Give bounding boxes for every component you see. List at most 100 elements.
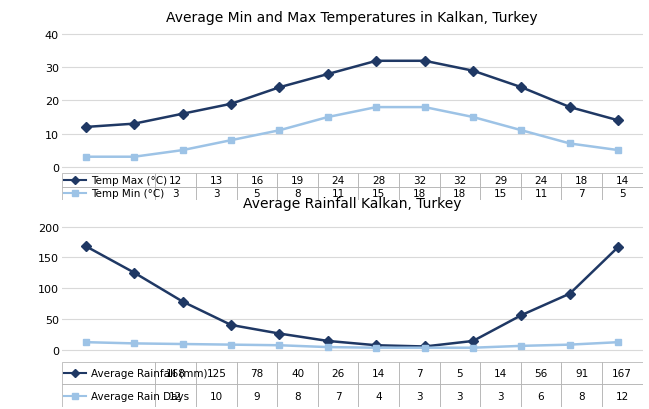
FancyBboxPatch shape <box>439 174 480 187</box>
Text: 6: 6 <box>538 391 545 401</box>
Text: 4: 4 <box>375 391 382 401</box>
FancyBboxPatch shape <box>520 187 561 200</box>
FancyBboxPatch shape <box>520 174 561 187</box>
Text: 12: 12 <box>169 175 182 185</box>
Text: 26: 26 <box>332 368 345 378</box>
Text: 78: 78 <box>251 368 263 378</box>
FancyBboxPatch shape <box>399 384 439 407</box>
Text: 18: 18 <box>575 175 588 185</box>
FancyBboxPatch shape <box>602 174 643 187</box>
Text: 125: 125 <box>206 368 227 378</box>
FancyBboxPatch shape <box>237 384 277 407</box>
FancyBboxPatch shape <box>480 174 520 187</box>
FancyBboxPatch shape <box>318 187 358 200</box>
FancyBboxPatch shape <box>439 384 480 407</box>
FancyBboxPatch shape <box>237 187 277 200</box>
Text: 14: 14 <box>616 175 629 185</box>
FancyBboxPatch shape <box>62 362 156 384</box>
Text: 18: 18 <box>413 189 426 199</box>
Text: 3: 3 <box>416 391 422 401</box>
FancyBboxPatch shape <box>196 362 237 384</box>
Title: Average Min and Max Temperatures in Kalkan, Turkey: Average Min and Max Temperatures in Kalk… <box>166 11 538 25</box>
FancyBboxPatch shape <box>237 174 277 187</box>
FancyBboxPatch shape <box>561 187 602 200</box>
Text: 14: 14 <box>494 368 507 378</box>
Text: 3: 3 <box>213 189 219 199</box>
FancyBboxPatch shape <box>480 362 520 384</box>
Text: 12: 12 <box>616 391 629 401</box>
FancyBboxPatch shape <box>561 384 602 407</box>
Text: Temp Min (°C): Temp Min (°C) <box>91 189 164 199</box>
FancyBboxPatch shape <box>520 362 561 384</box>
FancyBboxPatch shape <box>156 174 196 187</box>
Text: 32: 32 <box>453 175 467 185</box>
FancyBboxPatch shape <box>602 384 643 407</box>
FancyBboxPatch shape <box>358 384 399 407</box>
FancyBboxPatch shape <box>277 174 318 187</box>
FancyBboxPatch shape <box>196 174 237 187</box>
Text: 24: 24 <box>534 175 548 185</box>
Text: 29: 29 <box>494 175 507 185</box>
Text: Average Rain Days: Average Rain Days <box>91 391 189 401</box>
FancyBboxPatch shape <box>156 384 196 407</box>
Text: 3: 3 <box>456 391 463 401</box>
FancyBboxPatch shape <box>237 362 277 384</box>
Text: 32: 32 <box>413 175 426 185</box>
Text: 24: 24 <box>332 175 345 185</box>
Text: 7: 7 <box>335 391 341 401</box>
Text: 28: 28 <box>372 175 386 185</box>
FancyBboxPatch shape <box>358 174 399 187</box>
FancyBboxPatch shape <box>602 362 643 384</box>
FancyBboxPatch shape <box>196 384 237 407</box>
Text: 7: 7 <box>416 368 422 378</box>
FancyBboxPatch shape <box>196 187 237 200</box>
Text: 14: 14 <box>372 368 386 378</box>
Text: 8: 8 <box>294 189 301 199</box>
Text: 40: 40 <box>291 368 304 378</box>
Text: Average Rainfall Kalkan, Turkey: Average Rainfall Kalkan, Turkey <box>243 197 461 211</box>
Text: 8: 8 <box>294 391 301 401</box>
Text: 18: 18 <box>453 189 467 199</box>
FancyBboxPatch shape <box>358 187 399 200</box>
FancyBboxPatch shape <box>520 384 561 407</box>
FancyBboxPatch shape <box>439 187 480 200</box>
Text: 11: 11 <box>332 189 345 199</box>
Text: 168: 168 <box>166 368 186 378</box>
FancyBboxPatch shape <box>399 362 439 384</box>
FancyBboxPatch shape <box>480 384 520 407</box>
Text: 11: 11 <box>534 189 548 199</box>
FancyBboxPatch shape <box>318 362 358 384</box>
FancyBboxPatch shape <box>399 187 439 200</box>
Text: 10: 10 <box>210 391 223 401</box>
FancyBboxPatch shape <box>439 362 480 384</box>
FancyBboxPatch shape <box>561 174 602 187</box>
FancyBboxPatch shape <box>277 362 318 384</box>
Text: 19: 19 <box>291 175 304 185</box>
Text: 3: 3 <box>173 189 179 199</box>
FancyBboxPatch shape <box>62 187 156 200</box>
Text: 12: 12 <box>169 391 182 401</box>
Text: 91: 91 <box>575 368 588 378</box>
Text: 5: 5 <box>456 368 463 378</box>
Text: 8: 8 <box>578 391 585 401</box>
Text: 5: 5 <box>254 189 260 199</box>
Text: Average Rainfall (mm): Average Rainfall (mm) <box>91 368 207 378</box>
Text: Temp Max (°C): Temp Max (°C) <box>91 175 167 185</box>
Text: 3: 3 <box>497 391 504 401</box>
Text: 5: 5 <box>619 189 626 199</box>
FancyBboxPatch shape <box>156 362 196 384</box>
Text: 16: 16 <box>251 175 263 185</box>
Text: 9: 9 <box>254 391 260 401</box>
FancyBboxPatch shape <box>561 362 602 384</box>
Text: 7: 7 <box>578 189 585 199</box>
FancyBboxPatch shape <box>318 384 358 407</box>
FancyBboxPatch shape <box>62 384 156 407</box>
Text: 56: 56 <box>534 368 548 378</box>
FancyBboxPatch shape <box>480 187 520 200</box>
FancyBboxPatch shape <box>399 174 439 187</box>
FancyBboxPatch shape <box>318 174 358 187</box>
Text: 13: 13 <box>210 175 223 185</box>
Text: 15: 15 <box>372 189 386 199</box>
FancyBboxPatch shape <box>277 384 318 407</box>
FancyBboxPatch shape <box>602 187 643 200</box>
